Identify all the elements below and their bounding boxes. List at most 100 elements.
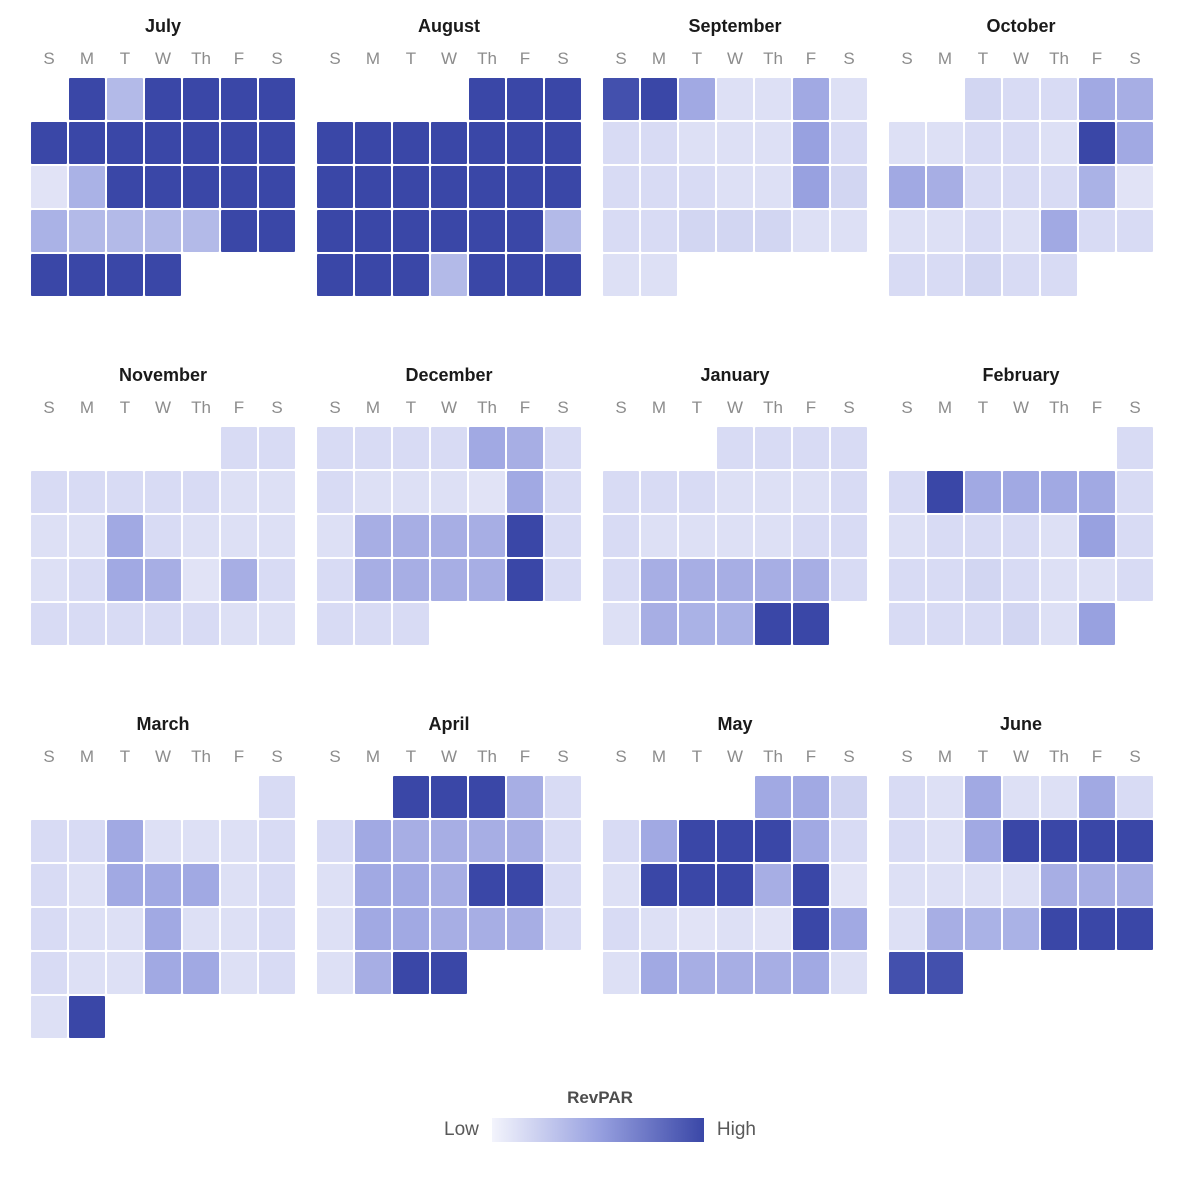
- day-cell[interactable]: [679, 78, 715, 120]
- day-cell[interactable]: [603, 122, 639, 164]
- day-cell[interactable]: [545, 471, 581, 513]
- day-cell[interactable]: [31, 996, 67, 1038]
- day-cell[interactable]: [469, 515, 505, 557]
- day-cell[interactable]: [107, 78, 143, 120]
- day-cell[interactable]: [69, 210, 105, 252]
- day-cell[interactable]: [641, 78, 677, 120]
- day-cell[interactable]: [927, 908, 963, 950]
- day-cell[interactable]: [755, 427, 791, 469]
- day-cell[interactable]: [755, 471, 791, 513]
- day-cell[interactable]: [221, 210, 257, 252]
- day-cell[interactable]: [221, 78, 257, 120]
- day-cell[interactable]: [393, 427, 429, 469]
- day-cell[interactable]: [1117, 427, 1153, 469]
- day-cell[interactable]: [1117, 820, 1153, 862]
- day-cell[interactable]: [965, 820, 1001, 862]
- day-cell[interactable]: [603, 864, 639, 906]
- day-cell[interactable]: [641, 952, 677, 994]
- day-cell[interactable]: [507, 122, 543, 164]
- day-cell[interactable]: [793, 427, 829, 469]
- day-cell[interactable]: [317, 427, 353, 469]
- day-cell[interactable]: [793, 603, 829, 645]
- day-cell[interactable]: [183, 471, 219, 513]
- day-cell[interactable]: [355, 820, 391, 862]
- day-cell[interactable]: [927, 952, 963, 994]
- day-cell[interactable]: [469, 908, 505, 950]
- day-cell[interactable]: [221, 908, 257, 950]
- day-cell[interactable]: [145, 254, 181, 296]
- day-cell[interactable]: [927, 603, 963, 645]
- day-cell[interactable]: [1003, 820, 1039, 862]
- day-cell[interactable]: [793, 559, 829, 601]
- day-cell[interactable]: [259, 559, 295, 601]
- day-cell[interactable]: [183, 864, 219, 906]
- day-cell[interactable]: [927, 776, 963, 818]
- day-cell[interactable]: [831, 559, 867, 601]
- day-cell[interactable]: [793, 122, 829, 164]
- day-cell[interactable]: [1003, 559, 1039, 601]
- day-cell[interactable]: [507, 471, 543, 513]
- day-cell[interactable]: [393, 603, 429, 645]
- day-cell[interactable]: [603, 603, 639, 645]
- day-cell[interactable]: [317, 820, 353, 862]
- day-cell[interactable]: [641, 603, 677, 645]
- day-cell[interactable]: [259, 471, 295, 513]
- day-cell[interactable]: [965, 864, 1001, 906]
- day-cell[interactable]: [641, 122, 677, 164]
- day-cell[interactable]: [603, 515, 639, 557]
- day-cell[interactable]: [679, 166, 715, 208]
- day-cell[interactable]: [431, 820, 467, 862]
- day-cell[interactable]: [1041, 210, 1077, 252]
- day-cell[interactable]: [317, 864, 353, 906]
- day-cell[interactable]: [1079, 515, 1115, 557]
- day-cell[interactable]: [31, 559, 67, 601]
- day-cell[interactable]: [317, 559, 353, 601]
- day-cell[interactable]: [107, 254, 143, 296]
- day-cell[interactable]: [145, 820, 181, 862]
- day-cell[interactable]: [107, 820, 143, 862]
- day-cell[interactable]: [1003, 908, 1039, 950]
- day-cell[interactable]: [259, 166, 295, 208]
- day-cell[interactable]: [107, 559, 143, 601]
- day-cell[interactable]: [889, 559, 925, 601]
- day-cell[interactable]: [603, 559, 639, 601]
- day-cell[interactable]: [1079, 210, 1115, 252]
- day-cell[interactable]: [469, 776, 505, 818]
- day-cell[interactable]: [889, 864, 925, 906]
- day-cell[interactable]: [431, 952, 467, 994]
- day-cell[interactable]: [1117, 122, 1153, 164]
- day-cell[interactable]: [431, 254, 467, 296]
- day-cell[interactable]: [183, 908, 219, 950]
- day-cell[interactable]: [507, 210, 543, 252]
- day-cell[interactable]: [1041, 471, 1077, 513]
- day-cell[interactable]: [393, 210, 429, 252]
- day-cell[interactable]: [755, 820, 791, 862]
- day-cell[interactable]: [431, 471, 467, 513]
- day-cell[interactable]: [1079, 559, 1115, 601]
- day-cell[interactable]: [641, 559, 677, 601]
- day-cell[interactable]: [641, 515, 677, 557]
- day-cell[interactable]: [1041, 603, 1077, 645]
- day-cell[interactable]: [679, 122, 715, 164]
- day-cell[interactable]: [889, 254, 925, 296]
- day-cell[interactable]: [69, 603, 105, 645]
- day-cell[interactable]: [545, 254, 581, 296]
- day-cell[interactable]: [431, 122, 467, 164]
- day-cell[interactable]: [679, 603, 715, 645]
- day-cell[interactable]: [831, 427, 867, 469]
- day-cell[interactable]: [31, 908, 67, 950]
- day-cell[interactable]: [755, 166, 791, 208]
- day-cell[interactable]: [69, 515, 105, 557]
- day-cell[interactable]: [545, 864, 581, 906]
- day-cell[interactable]: [183, 166, 219, 208]
- day-cell[interactable]: [107, 210, 143, 252]
- day-cell[interactable]: [717, 603, 753, 645]
- day-cell[interactable]: [221, 427, 257, 469]
- day-cell[interactable]: [1117, 559, 1153, 601]
- day-cell[interactable]: [831, 166, 867, 208]
- day-cell[interactable]: [221, 166, 257, 208]
- day-cell[interactable]: [1079, 908, 1115, 950]
- day-cell[interactable]: [355, 603, 391, 645]
- day-cell[interactable]: [221, 864, 257, 906]
- day-cell[interactable]: [965, 559, 1001, 601]
